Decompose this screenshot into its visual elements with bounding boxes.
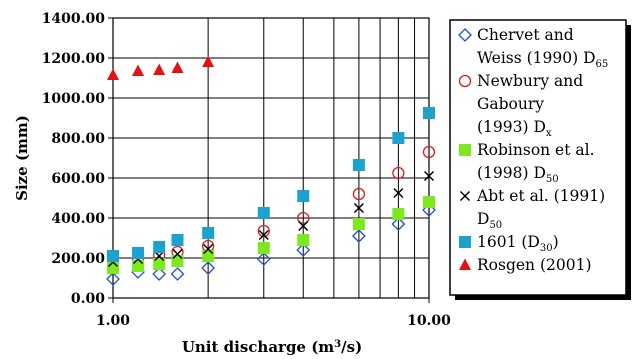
data-point: [132, 247, 145, 259]
y-tick-label: 200.00: [51, 251, 105, 267]
series-6: [107, 55, 215, 80]
legend-label: Newbury and: [477, 72, 583, 90]
data-point: [297, 211, 310, 225]
data-point: [422, 145, 436, 159]
data-point: [107, 250, 119, 262]
plot-grid: [112, 17, 430, 299]
y-tick-label: 1000.00: [42, 91, 106, 107]
y-tick-label: 400.00: [51, 211, 105, 227]
data-point: [171, 255, 184, 267]
data-point: [258, 229, 269, 241]
data-point: [171, 234, 184, 246]
legend-entry: Chervet and Weiss (1990) D65: [458, 26, 608, 70]
data-point: [153, 258, 166, 270]
legend-label: (1993) Dx: [477, 118, 552, 139]
legend-entry: Newbury and Gaboury (1993) Dx: [458, 72, 583, 139]
data-point: [392, 132, 405, 144]
data-point: [153, 63, 166, 75]
data-point: [170, 267, 185, 281]
x-axis-title: Unit discharge (m3/s): [182, 338, 362, 356]
data-point: [298, 220, 309, 232]
data-point: [172, 248, 183, 260]
legend-marker: [459, 190, 471, 202]
data-point: [392, 166, 405, 180]
data-point: [202, 250, 215, 262]
data-point: [202, 227, 215, 239]
legend-marker: [459, 258, 471, 270]
legend-label: (1998) D50: [477, 164, 559, 185]
legend-label: Abt et al. (1991): [476, 187, 605, 205]
legend-label: Gaboury: [477, 95, 544, 113]
legend-label: Robinson et al.: [477, 141, 595, 159]
legend-label: Chervet and: [477, 26, 574, 44]
x-axis-ticks: 1.00 10.00: [96, 298, 451, 329]
data-point: [153, 241, 166, 253]
legend-marker: [459, 144, 471, 156]
y-axis-ticks: 0.00 200.00 400.00 600.00 800.00 1000.00 1200.…: [42, 11, 113, 307]
data-point: [352, 218, 365, 230]
data-point: [423, 196, 435, 208]
data-point: [296, 243, 311, 257]
legend-box: [449, 19, 627, 296]
data-point: [423, 170, 435, 182]
data-point: [152, 267, 167, 281]
data-point: [393, 187, 404, 199]
data-point: [391, 217, 406, 231]
x-tick-label: 10.00: [407, 313, 451, 329]
data-points: [106, 55, 436, 286]
legend-marker: [458, 74, 472, 88]
legend-entry: Robinson et al. (1998) D50: [459, 141, 595, 185]
data-point: [297, 190, 310, 202]
plot-frame: [112, 17, 430, 299]
series-5: [107, 107, 435, 262]
legend: Chervet and Weiss (1990) D65 Newbury and Ga…: [449, 19, 631, 300]
data-point: [107, 68, 119, 80]
data-point: [132, 64, 145, 76]
data-point: [351, 229, 366, 243]
data-point: [201, 261, 216, 275]
data-point: [132, 260, 145, 272]
data-point: [256, 252, 271, 266]
data-point: [257, 242, 270, 254]
data-point: [257, 224, 270, 238]
data-point: [107, 262, 119, 274]
legend-label: 1601 (D30): [477, 233, 559, 254]
data-point: [106, 272, 120, 286]
data-point: [353, 202, 364, 214]
data-point: [423, 107, 435, 119]
y-tick-label: 800.00: [51, 131, 105, 147]
data-point: [352, 159, 365, 171]
legend-label: Weiss (1990) D65: [477, 49, 608, 70]
data-point: [297, 234, 310, 246]
legend-entry: Rosgen (2001): [459, 256, 592, 274]
data-point: [203, 243, 214, 255]
data-point: [257, 207, 270, 219]
legend-marker: [459, 236, 471, 248]
y-tick-label: 1200.00: [42, 51, 106, 67]
series-3: [107, 196, 435, 274]
data-point: [352, 187, 366, 201]
legend-entry: 1601 (D30): [459, 233, 559, 254]
y-axis-title: Size (mm): [13, 115, 31, 201]
y-tick-label: 1400.00: [42, 11, 106, 27]
data-point: [171, 61, 184, 73]
legend-label: D50: [477, 210, 502, 231]
y-tick-label: 0.00: [71, 291, 105, 307]
x-tick-label: 1.00: [96, 313, 130, 329]
legend-entry: Abt et al. (1991) D50: [459, 187, 605, 231]
legend-marker: [458, 28, 472, 42]
y-tick-label: 600.00: [51, 171, 105, 187]
data-point: [392, 208, 405, 220]
legend-label: Rosgen (2001): [477, 256, 592, 274]
data-point: [202, 55, 215, 67]
